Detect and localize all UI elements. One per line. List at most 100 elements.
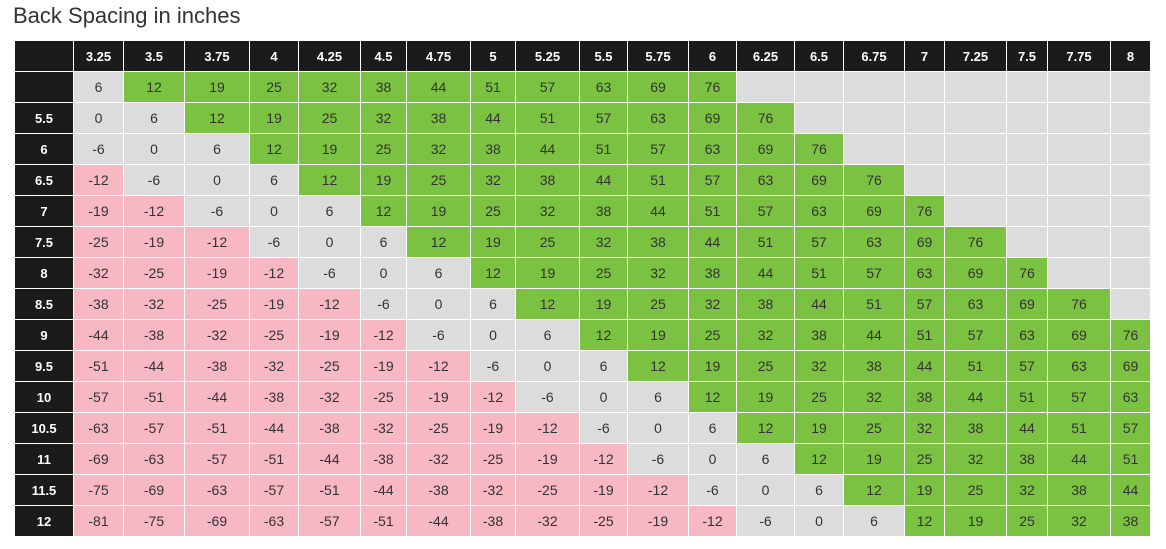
table-cell: 51 — [904, 319, 945, 351]
table-cell — [1047, 71, 1111, 103]
table-cell: -44 — [184, 381, 250, 413]
table-cell — [843, 102, 905, 134]
table-cell — [1047, 226, 1111, 258]
table-cell: 19 — [794, 412, 844, 444]
table-row: 9.5 -51 -44 -38 -32 -25 -19 -12 -6 0 6 12 19 25 32 38 44… — [14, 350, 1151, 382]
table-cell — [1006, 195, 1048, 227]
table-cell: 44 — [470, 102, 516, 134]
table-cell: 19 — [184, 71, 250, 103]
table-cell: -6 — [123, 164, 185, 196]
table-cell: -25 — [360, 381, 407, 413]
table-row: 8.5 -38 -32 -25 -19 -12 -6 0 6 12 19 25 32 38 44 51 57 63… — [14, 288, 1151, 320]
column-header: 4.25 — [298, 40, 361, 72]
table-cell: -57 — [73, 381, 124, 413]
table-cell: 25 — [904, 443, 945, 475]
table-cell: -57 — [249, 474, 299, 506]
table-cell: 6 — [579, 350, 628, 382]
table-row: 6 -6 0 6 12 19 25 32 38 44 51 57 63 69 76 — [14, 133, 1151, 165]
row-header: 9.5 — [14, 350, 74, 382]
table-cell: 6 — [794, 474, 844, 506]
table-cell: 25 — [1006, 505, 1048, 537]
column-header: 6.25 — [736, 40, 795, 72]
table-cell: 44 — [688, 226, 737, 258]
column-header: 7.25 — [944, 40, 1007, 72]
table-cell: 63 — [1047, 350, 1111, 382]
table-cell — [904, 71, 945, 103]
row-header: 12 — [14, 505, 74, 537]
table-cell: -38 — [360, 443, 407, 475]
table-cell: -32 — [123, 288, 185, 320]
table-cell: -19 — [627, 505, 689, 537]
table-cell: -19 — [579, 474, 628, 506]
column-header: 3.5 — [123, 40, 185, 72]
table-cell: 0 — [627, 412, 689, 444]
table-row: 10.5 -63 -57 -51 -44 -38 -32 -25 -19 -12 -6 0 6 12 19 2… — [14, 412, 1151, 444]
table-cell — [1110, 102, 1151, 134]
table-cell: -6 — [406, 319, 471, 351]
table-row: 7 -19 -12 -6 0 6 12 19 25 32 38 44 51 57 63 69 76 — [14, 195, 1151, 227]
table-cell: -12 — [73, 164, 124, 196]
table-cell: 32 — [688, 288, 737, 320]
table-cell: -38 — [470, 505, 516, 537]
table-cell: 32 — [843, 381, 905, 413]
table-cell: 44 — [944, 381, 1007, 413]
table-cell: -12 — [184, 226, 250, 258]
table-cell — [944, 164, 1007, 196]
table-cell: 44 — [515, 133, 580, 165]
table-cell — [904, 102, 945, 134]
table-cell: 12 — [360, 195, 407, 227]
corner-cell — [14, 40, 74, 72]
table-cell: 0 — [406, 288, 471, 320]
table-cell: 69 — [627, 71, 689, 103]
table-cell: -57 — [298, 505, 361, 537]
row-header: 6 — [14, 133, 74, 165]
table-cell: 76 — [794, 133, 844, 165]
table-cell: 25 — [579, 257, 628, 289]
table-cell: 63 — [579, 71, 628, 103]
table-cell: 19 — [360, 164, 407, 196]
table-cell — [794, 71, 844, 103]
table-row: 5.5 0 6 12 19 25 32 38 44 51 57 63 69 76 — [14, 102, 1151, 134]
table-row: 10 -57 -51 -44 -38 -32 -25 -19 -12 -6 0 6 12 19 25 32 38… — [14, 381, 1151, 413]
table-cell — [1110, 195, 1151, 227]
table-cell: -51 — [249, 443, 299, 475]
table-cell: 69 — [688, 102, 737, 134]
table-cell: 38 — [1110, 505, 1151, 537]
table-cell: 63 — [1110, 381, 1151, 413]
table-cell: 12 — [184, 102, 250, 134]
table-cell: 44 — [1047, 443, 1111, 475]
table-cell: 0 — [794, 505, 844, 537]
table-cell: 12 — [406, 226, 471, 258]
table-cell — [904, 164, 945, 196]
table-cell: -25 — [470, 443, 516, 475]
table-cell: 57 — [1047, 381, 1111, 413]
table-cell: 38 — [1006, 443, 1048, 475]
table-cell: 76 — [904, 195, 945, 227]
table-cell: 38 — [843, 350, 905, 382]
table-cell: -12 — [579, 443, 628, 475]
table-cell: -51 — [73, 350, 124, 382]
table-cell: -32 — [73, 257, 124, 289]
table-cell: -6 — [688, 474, 737, 506]
column-header: 4 — [249, 40, 299, 72]
table-cell: 32 — [579, 226, 628, 258]
table-cell: -63 — [123, 443, 185, 475]
row-header: 8.5 — [14, 288, 74, 320]
table-cell: 51 — [843, 288, 905, 320]
table-cell: 32 — [1006, 474, 1048, 506]
table-cell: -38 — [184, 350, 250, 382]
table-cell: 19 — [579, 288, 628, 320]
table-cell: 0 — [470, 319, 516, 351]
table-cell: 51 — [515, 102, 580, 134]
table-cell: 51 — [688, 195, 737, 227]
table-cell: 63 — [944, 288, 1007, 320]
table-cell: -12 — [249, 257, 299, 289]
table-cell: 44 — [579, 164, 628, 196]
table-cell: 38 — [794, 319, 844, 351]
table-cell: 38 — [904, 381, 945, 413]
table-cell: 6 — [688, 412, 737, 444]
table-cell: -32 — [298, 381, 361, 413]
table-cell: 69 — [794, 164, 844, 196]
table-cell: 25 — [627, 288, 689, 320]
table-cell — [843, 71, 905, 103]
